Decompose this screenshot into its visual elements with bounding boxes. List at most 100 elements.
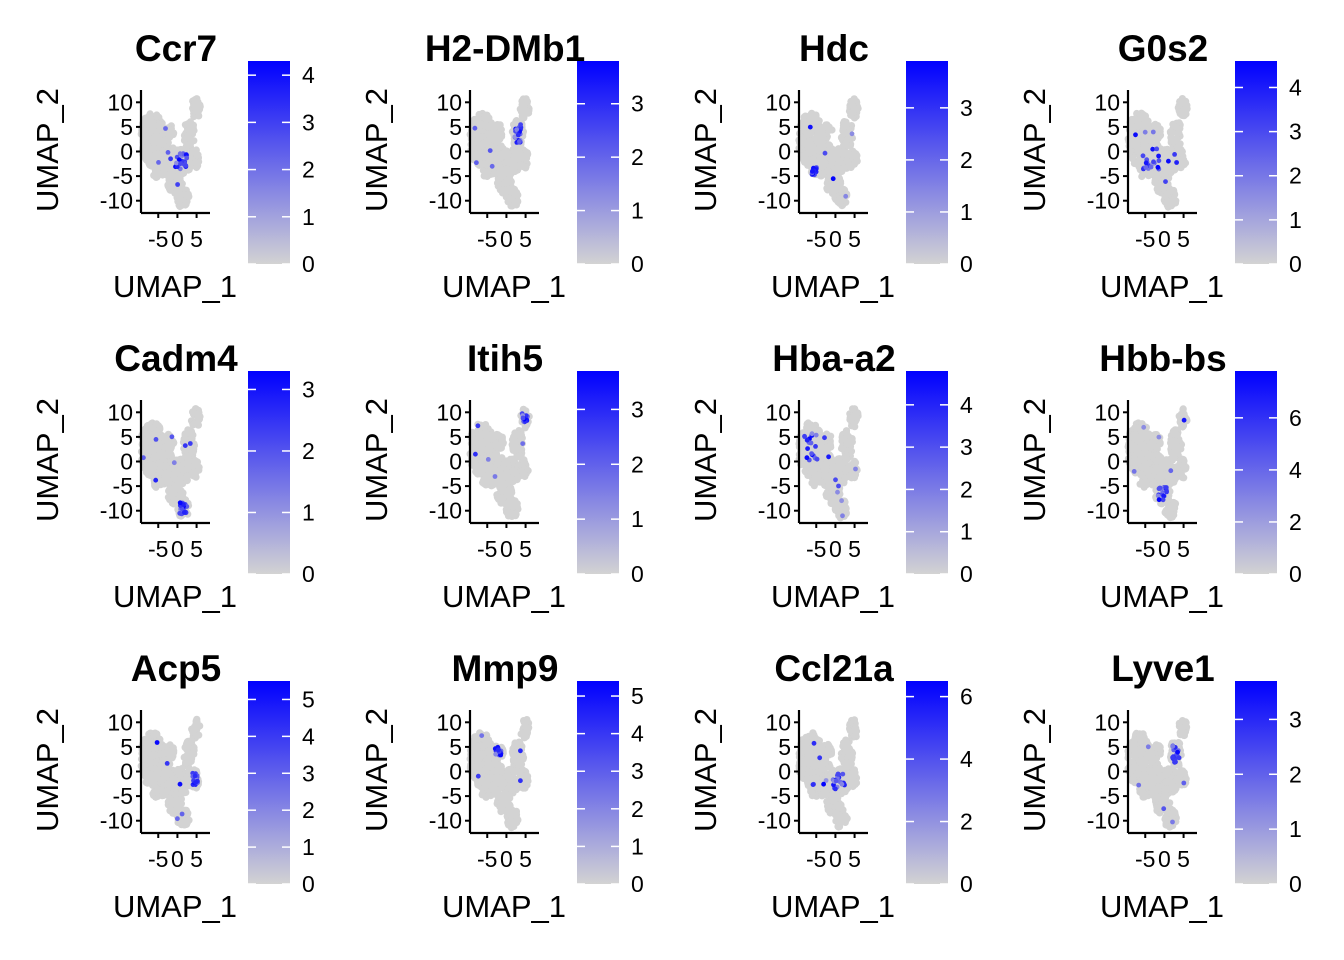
x-tick-label: -5	[148, 536, 168, 562]
y-tick-label: 10	[765, 89, 791, 115]
cell-point	[183, 472, 192, 480]
cell-point	[491, 441, 500, 449]
y-tick-label: 10	[1094, 89, 1120, 115]
cell-point	[184, 120, 192, 128]
y-tick-label: -5	[113, 163, 133, 189]
x-axis-label: UMAP_1	[113, 579, 237, 614]
x-tick-label: 0	[500, 226, 513, 252]
y-tick-label: 0	[449, 449, 462, 475]
y-axis-label: UMAP_2	[688, 398, 723, 522]
cell-point	[145, 423, 153, 431]
cell-point	[836, 195, 844, 203]
x-axis-label: UMAP_1	[113, 269, 237, 304]
cell-point	[153, 173, 161, 181]
cell-point	[513, 148, 521, 156]
cell-point	[508, 489, 516, 497]
cell-point	[835, 147, 843, 156]
cell-point	[519, 152, 527, 160]
x-tick-label: 5	[190, 536, 203, 562]
panel-title: Cadm4	[114, 338, 238, 379]
expressing-cell-point	[520, 441, 526, 446]
expressing-cell-point	[472, 125, 478, 131]
expressing-cell-point	[804, 455, 810, 461]
cell-point	[145, 116, 153, 125]
expressing-cell-point	[804, 437, 810, 443]
expressing-cell-point	[182, 443, 188, 448]
cell-point	[828, 467, 836, 476]
cell-point	[837, 444, 846, 453]
y-tick-label: -10	[100, 188, 133, 214]
expressing-cell-point	[809, 431, 815, 437]
cell-point	[195, 466, 203, 474]
cell-point	[165, 487, 173, 495]
expressing-cell-point	[174, 160, 179, 166]
cell-point	[508, 442, 517, 450]
cell-point	[481, 111, 489, 119]
cell-point	[507, 178, 515, 186]
cell-point	[522, 98, 530, 106]
expressing-cell-point	[853, 466, 858, 472]
cell-point	[192, 158, 200, 166]
cell-point	[498, 435, 506, 443]
cell-point	[184, 464, 192, 472]
cell-point	[829, 494, 837, 502]
expressing-cell-point	[839, 498, 844, 504]
x-tick-label: -5	[1135, 226, 1155, 252]
colorbar-tick-label: 4	[302, 62, 315, 88]
cell-point	[166, 174, 174, 182]
y-tick-label: -10	[429, 188, 462, 214]
expressing-cell-point	[473, 451, 478, 457]
cell-point	[518, 112, 526, 120]
cell-point	[508, 510, 516, 518]
expressing-cell-point	[802, 433, 807, 439]
expressing-cell-point	[1143, 160, 1149, 166]
y-tick-label: 0	[778, 449, 791, 475]
cell-point	[841, 120, 849, 128]
cell-point	[836, 178, 845, 186]
cell-point	[835, 462, 843, 470]
umap-points	[795, 405, 862, 522]
y-tick-label: 5	[120, 424, 133, 450]
cell-point	[510, 502, 519, 510]
x-tick-label: 0	[171, 536, 184, 562]
cell-point	[478, 469, 486, 477]
colorbar-tick-label: 0	[960, 561, 973, 587]
expressing-cell-point	[178, 161, 183, 167]
y-axis-label: UMAP_2	[359, 88, 394, 212]
expressing-cell-point	[1148, 164, 1154, 170]
cell-point	[495, 493, 503, 501]
cell-point	[187, 139, 195, 147]
y-tick-label: -5	[1100, 163, 1120, 189]
x-tick-label: 5	[848, 226, 861, 252]
cell-point	[173, 188, 181, 196]
cell-point	[828, 159, 836, 168]
x-tick-label: 0	[171, 226, 184, 252]
expressing-cell-point	[843, 193, 849, 199]
y-tick-label: 0	[449, 139, 462, 165]
cell-point	[186, 163, 194, 171]
colorbar	[248, 371, 290, 574]
cell-point	[841, 474, 849, 482]
colorbar-tick-label: 1	[302, 499, 315, 525]
cell-point	[142, 132, 150, 140]
y-tick-label: 5	[449, 424, 462, 450]
cell-point	[805, 148, 813, 156]
cell-point	[161, 443, 170, 451]
cell-point	[481, 168, 489, 176]
cell-point	[828, 126, 836, 134]
colorbar-tick-label: 2	[1289, 163, 1302, 189]
colorbar	[906, 61, 948, 264]
expressing-cell-point	[1172, 152, 1177, 157]
colorbar-tick-label: 3	[302, 109, 315, 135]
expressing-cell-point	[187, 441, 193, 446]
cell-point	[806, 137, 814, 145]
y-axis-label: UMAP_2	[688, 88, 723, 212]
x-axis-label: UMAP_1	[442, 579, 566, 614]
cell-point	[173, 466, 181, 475]
cell-point	[843, 158, 851, 166]
cell-point	[493, 162, 502, 170]
colorbar-tick-label: 1	[1289, 207, 1302, 233]
expressing-cell-point	[515, 132, 521, 138]
